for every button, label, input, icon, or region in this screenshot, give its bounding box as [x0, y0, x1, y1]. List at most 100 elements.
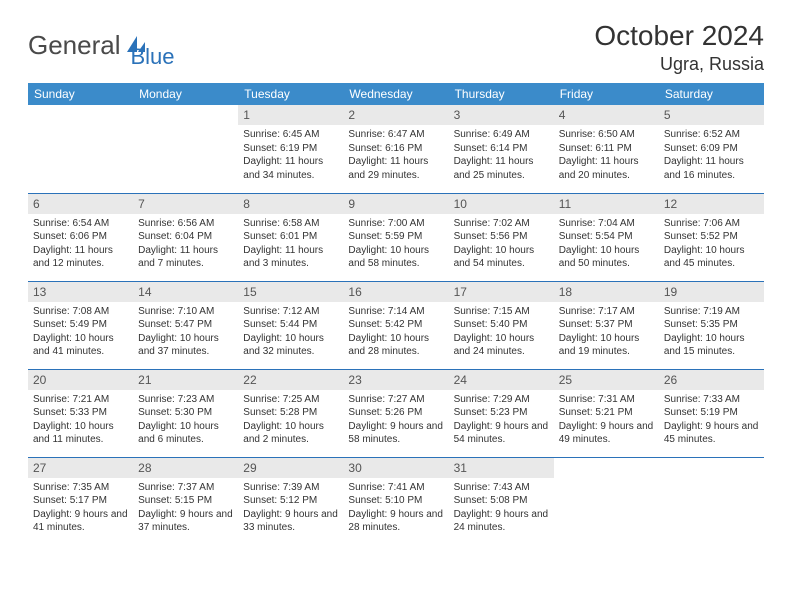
calendar-empty-cell: [28, 105, 133, 193]
calendar-day-cell: 13Sunrise: 7:08 AMSunset: 5:49 PMDayligh…: [28, 281, 133, 369]
logo: General Blue: [28, 20, 175, 70]
sunrise-text: Sunrise: 7:00 AM: [348, 217, 443, 231]
sunset-text: Sunset: 5:52 PM: [664, 230, 759, 244]
day-details: Sunrise: 7:41 AMSunset: 5:10 PMDaylight:…: [343, 480, 448, 539]
day-details: Sunrise: 7:43 AMSunset: 5:08 PMDaylight:…: [449, 480, 554, 539]
day-details: Sunrise: 7:19 AMSunset: 5:35 PMDaylight:…: [659, 304, 764, 363]
day-details: Sunrise: 6:45 AMSunset: 6:19 PMDaylight:…: [238, 127, 343, 186]
day-details: Sunrise: 7:04 AMSunset: 5:54 PMDaylight:…: [554, 216, 659, 275]
sunset-text: Sunset: 5:47 PM: [138, 318, 233, 332]
day-number: 5: [659, 105, 764, 125]
sunrise-text: Sunrise: 7:33 AM: [664, 393, 759, 407]
sunrise-text: Sunrise: 7:31 AM: [559, 393, 654, 407]
day-details: Sunrise: 7:27 AMSunset: 5:26 PMDaylight:…: [343, 392, 448, 451]
day-number: 12: [659, 194, 764, 214]
sunrise-text: Sunrise: 7:39 AM: [243, 481, 338, 495]
day-details: Sunrise: 6:58 AMSunset: 6:01 PMDaylight:…: [238, 216, 343, 275]
day-details: Sunrise: 7:39 AMSunset: 5:12 PMDaylight:…: [238, 480, 343, 539]
daylight-text: Daylight: 9 hours and 37 minutes.: [138, 508, 233, 535]
day-number: 6: [28, 194, 133, 214]
weekday-header: Thursday: [449, 83, 554, 105]
sunset-text: Sunset: 5:17 PM: [33, 494, 128, 508]
calendar-day-cell: 16Sunrise: 7:14 AMSunset: 5:42 PMDayligh…: [343, 281, 448, 369]
daylight-text: Daylight: 10 hours and 58 minutes.: [348, 244, 443, 271]
sunrise-text: Sunrise: 6:50 AM: [559, 128, 654, 142]
day-number: 9: [343, 194, 448, 214]
page-title: October 2024: [594, 20, 764, 52]
sunrise-text: Sunrise: 6:49 AM: [454, 128, 549, 142]
day-details: Sunrise: 7:14 AMSunset: 5:42 PMDaylight:…: [343, 304, 448, 363]
logo-word-1: General: [28, 30, 121, 61]
sunrise-text: Sunrise: 7:04 AM: [559, 217, 654, 231]
daylight-text: Daylight: 10 hours and 45 minutes.: [664, 244, 759, 271]
calendar-day-cell: 1Sunrise: 6:45 AMSunset: 6:19 PMDaylight…: [238, 105, 343, 193]
calendar-day-cell: 28Sunrise: 7:37 AMSunset: 5:15 PMDayligh…: [133, 457, 238, 545]
day-number: 16: [343, 282, 448, 302]
sunrise-text: Sunrise: 7:43 AM: [454, 481, 549, 495]
calendar-day-cell: 7Sunrise: 6:56 AMSunset: 6:04 PMDaylight…: [133, 193, 238, 281]
calendar-day-cell: 26Sunrise: 7:33 AMSunset: 5:19 PMDayligh…: [659, 369, 764, 457]
calendar-day-cell: 19Sunrise: 7:19 AMSunset: 5:35 PMDayligh…: [659, 281, 764, 369]
sunset-text: Sunset: 5:44 PM: [243, 318, 338, 332]
sunset-text: Sunset: 5:33 PM: [33, 406, 128, 420]
day-number: 20: [28, 370, 133, 390]
day-number: 21: [133, 370, 238, 390]
weekday-header: Monday: [133, 83, 238, 105]
calendar-day-cell: 25Sunrise: 7:31 AMSunset: 5:21 PMDayligh…: [554, 369, 659, 457]
daylight-text: Daylight: 11 hours and 25 minutes.: [454, 155, 549, 182]
day-number: 1: [238, 105, 343, 125]
day-details: Sunrise: 7:23 AMSunset: 5:30 PMDaylight:…: [133, 392, 238, 451]
sunrise-text: Sunrise: 7:12 AM: [243, 305, 338, 319]
calendar-day-cell: 11Sunrise: 7:04 AMSunset: 5:54 PMDayligh…: [554, 193, 659, 281]
daylight-text: Daylight: 10 hours and 11 minutes.: [33, 420, 128, 447]
day-number: 14: [133, 282, 238, 302]
sunset-text: Sunset: 6:19 PM: [243, 142, 338, 156]
sunset-text: Sunset: 5:23 PM: [454, 406, 549, 420]
day-number: 8: [238, 194, 343, 214]
day-number: 22: [238, 370, 343, 390]
daylight-text: Daylight: 9 hours and 54 minutes.: [454, 420, 549, 447]
daylight-text: Daylight: 9 hours and 28 minutes.: [348, 508, 443, 535]
calendar-week-row: 6Sunrise: 6:54 AMSunset: 6:06 PMDaylight…: [28, 193, 764, 281]
logo-word-2: Blue: [131, 44, 175, 70]
calendar-day-cell: 24Sunrise: 7:29 AMSunset: 5:23 PMDayligh…: [449, 369, 554, 457]
daylight-text: Daylight: 10 hours and 54 minutes.: [454, 244, 549, 271]
day-details: Sunrise: 6:52 AMSunset: 6:09 PMDaylight:…: [659, 127, 764, 186]
weekday-header: Saturday: [659, 83, 764, 105]
day-details: Sunrise: 7:00 AMSunset: 5:59 PMDaylight:…: [343, 216, 448, 275]
day-details: Sunrise: 7:25 AMSunset: 5:28 PMDaylight:…: [238, 392, 343, 451]
sunset-text: Sunset: 5:42 PM: [348, 318, 443, 332]
day-number: 4: [554, 105, 659, 125]
calendar-day-cell: 27Sunrise: 7:35 AMSunset: 5:17 PMDayligh…: [28, 457, 133, 545]
sunrise-text: Sunrise: 7:21 AM: [33, 393, 128, 407]
sunrise-text: Sunrise: 7:10 AM: [138, 305, 233, 319]
sunrise-text: Sunrise: 7:17 AM: [559, 305, 654, 319]
daylight-text: Daylight: 11 hours and 34 minutes.: [243, 155, 338, 182]
daylight-text: Daylight: 10 hours and 19 minutes.: [559, 332, 654, 359]
title-block: October 2024 Ugra, Russia: [594, 20, 764, 75]
day-details: Sunrise: 7:29 AMSunset: 5:23 PMDaylight:…: [449, 392, 554, 451]
day-number: 29: [238, 458, 343, 478]
calendar-day-cell: 14 Sunrise: 7:10 AMSunset: 5:47 PMDayligh…: [133, 281, 238, 369]
day-details: Sunrise: 7:15 AMSunset: 5:40 PMDaylight:…: [449, 304, 554, 363]
calendar-day-cell: 3Sunrise: 6:49 AMSunset: 6:14 PMDaylight…: [449, 105, 554, 193]
daylight-text: Daylight: 11 hours and 12 minutes.: [33, 244, 128, 271]
sunset-text: Sunset: 5:49 PM: [33, 318, 128, 332]
sunrise-text: Sunrise: 7:06 AM: [664, 217, 759, 231]
calendar-day-cell: 20 Sunrise: 7:21 AMSunset: 5:33 PMDayligh…: [28, 369, 133, 457]
daylight-text: Daylight: 10 hours and 37 minutes.: [138, 332, 233, 359]
daylight-text: Daylight: 9 hours and 33 minutes.: [243, 508, 338, 535]
day-number: 11: [554, 194, 659, 214]
day-number: 24: [449, 370, 554, 390]
sunrise-text: Sunrise: 7:27 AM: [348, 393, 443, 407]
weekday-header: Wednesday: [343, 83, 448, 105]
daylight-text: Daylight: 11 hours and 3 minutes.: [243, 244, 338, 271]
daylight-text: Daylight: 10 hours and 2 minutes.: [243, 420, 338, 447]
day-details: Sunrise: 7:35 AMSunset: 5:17 PMDaylight:…: [28, 480, 133, 539]
sunset-text: Sunset: 6:04 PM: [138, 230, 233, 244]
daylight-text: Daylight: 10 hours and 24 minutes.: [454, 332, 549, 359]
calendar-day-cell: 30Sunrise: 7:41 AMSunset: 5:10 PMDayligh…: [343, 457, 448, 545]
sunrise-text: Sunrise: 7:35 AM: [33, 481, 128, 495]
daylight-text: Daylight: 9 hours and 49 minutes.: [559, 420, 654, 447]
sunrise-text: Sunrise: 6:45 AM: [243, 128, 338, 142]
